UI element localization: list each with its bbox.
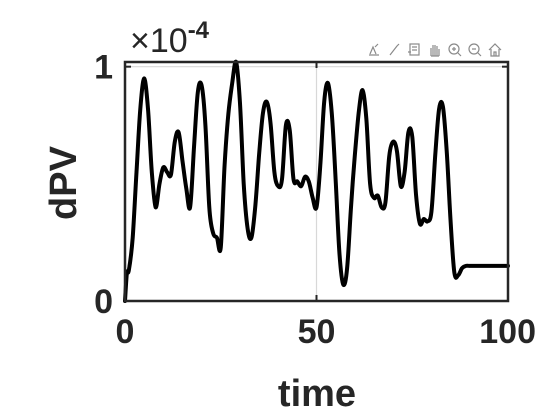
home-icon[interactable]	[488, 43, 502, 57]
x-axis-label: time	[278, 373, 356, 415]
x-tick-label-50: 50	[298, 313, 336, 351]
brush-icon[interactable]	[389, 43, 400, 56]
y-tick-label-0: 0	[94, 283, 113, 321]
y-tick-label-1: 1	[94, 49, 113, 87]
axes-toolbar	[369, 43, 502, 57]
zoom-out-icon[interactable]	[468, 43, 482, 57]
pan-icon[interactable]	[430, 45, 440, 57]
x-tick-label-100: 100	[479, 313, 536, 351]
axis-ticks	[124, 62, 509, 302]
zoom-in-icon[interactable]	[448, 43, 462, 57]
tick-labels: 0 50 100 0 1	[94, 49, 536, 351]
export-icon[interactable]	[369, 43, 379, 56]
datatip-icon[interactable]	[408, 43, 420, 56]
exponent-label: ×10-4	[130, 17, 210, 60]
y-axis-label: dPV	[43, 145, 85, 220]
x-tick-label-0: 0	[116, 313, 135, 351]
series-line	[123, 59, 510, 303]
